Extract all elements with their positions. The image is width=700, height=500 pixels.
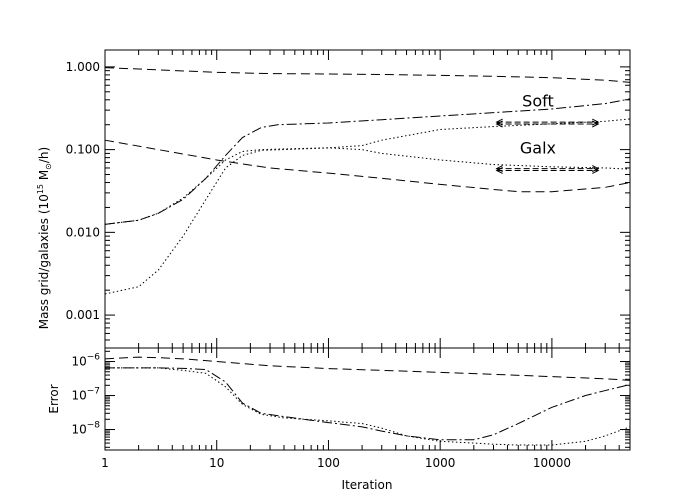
top-arrow-head-right [592,167,600,174]
bottom-y-tick-label: 10−8 [71,421,100,437]
top-y-tick-label: 0.100 [66,143,100,157]
top-y-tick-label: 1.000 [66,60,100,74]
top-y-tick-label: 0.001 [66,308,100,322]
ylabel-solar-subscript: ⊙ [44,163,53,170]
bottom-series-line-1 [105,367,631,441]
bottom-y-axis-label: Error [47,384,61,413]
top-arrow-head-left [495,120,503,128]
bottom-x-tick-label: 10 [209,456,224,470]
top-arrow-head-right [592,118,600,126]
bottom-x-tick-label: 1000 [425,456,456,470]
bottom-y-tick-label: 10−6 [71,353,100,369]
bottom-y-tick-label: 10−7 [71,387,100,403]
top-series-line-3 [104,118,631,295]
top-series-line-4 [104,147,631,225]
top-annotation: Galx [520,138,556,157]
top-arrow-head-right [592,120,600,128]
top-series-line-2 [104,98,631,225]
top-y-tick-label: 0.010 [66,225,100,239]
bottom-panel: Error Iteration [47,347,631,492]
top-series-line-0 [104,67,631,83]
top-y-axis-label: Mass grid/galaxies (1015 M⊙/h) [36,147,53,329]
bottom-plot-frame [104,347,631,451]
ylabel-text-2: M [37,170,51,184]
ylabel-text-1: Mass grid/galaxies (10 [37,194,51,329]
x-axis-label: Iteration [342,478,393,492]
top-arrow-head-left [495,167,503,174]
top-arrow-head-right [592,165,600,173]
bottom-x-tick-label: 1 [101,456,109,470]
bottom-x-tick-label: 10000 [533,456,571,470]
chart-marks: 0.001 0.010 0.100 1.000 Soft Galx 10−8 10−7 10−6… [66,50,631,470]
ylabel-text-3: /h) [37,147,51,163]
bottom-x-tick-label: 100 [317,456,340,470]
ylabel-exponent: 15 [36,184,45,194]
top-annotation: Soft [522,92,554,111]
top-series-line-1 [104,139,631,193]
bottom-series-line-2 [105,367,631,446]
